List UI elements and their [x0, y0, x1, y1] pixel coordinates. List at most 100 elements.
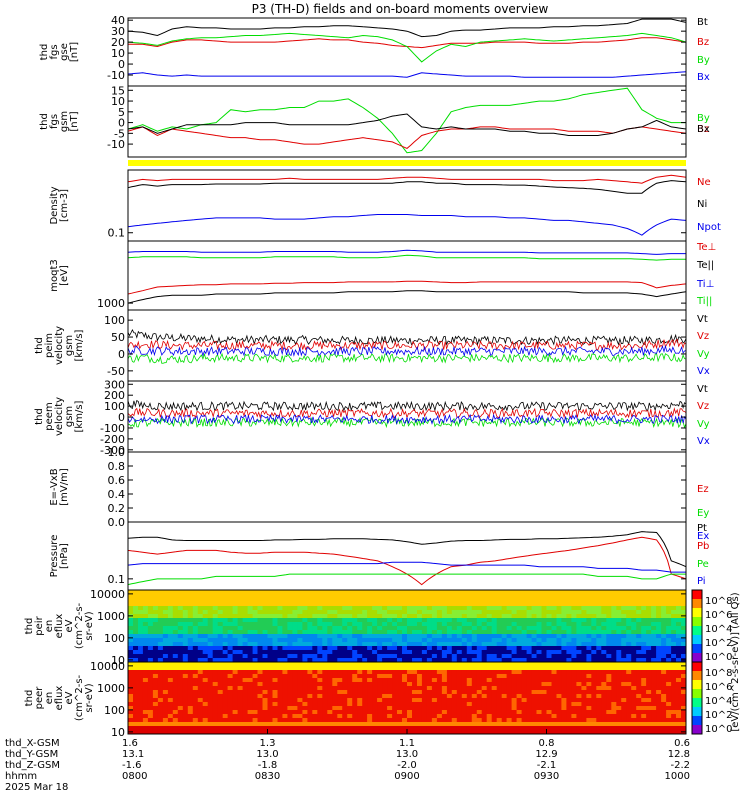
ylabel-line: [nPa]: [59, 543, 70, 569]
series-fgs_gsm-Bx: [127, 113, 687, 136]
legend-peem_velocity-Vz: Vz: [697, 401, 709, 412]
ylabel-line: gse: [59, 43, 70, 61]
figure-title: P3 (TH-D) fields and on-board moments ov…: [252, 2, 549, 16]
xaxis-row-label: 2025 Mar 18: [5, 782, 68, 793]
ylabel-fgs_gse: thd fgs gse [nT]: [39, 42, 80, 62]
legend-density-Ne: Ne: [697, 177, 711, 188]
legend-efield-Ex: Ex: [697, 531, 709, 542]
ytick-label: 10000: [90, 660, 125, 673]
ytick-label: 5: [118, 106, 125, 119]
legend-fgs_gse-By: By: [697, 55, 710, 66]
xaxis-value: 0930: [534, 771, 559, 782]
series-peem_velocity-Vz: [127, 407, 687, 419]
frame-fgs_gsm: [127, 85, 687, 158]
ylabel-line: sr-eV): [84, 683, 95, 712]
ylabel-line: eV: [64, 619, 75, 632]
colorbar-tick: 10^8: [705, 668, 732, 679]
series-peim_velocity-Vy: [127, 352, 687, 364]
series-temperature-Ti||: [127, 254, 686, 261]
colorbar-tick: 10^4: [705, 624, 732, 635]
ylabel-line: [nT]: [69, 111, 80, 131]
series-peem_velocity-Vt: [127, 399, 687, 412]
ytick-label: 0.4: [108, 488, 126, 501]
ylabel-line: [mV/m]: [59, 468, 70, 506]
ytick-label: 0.1: [108, 573, 126, 586]
ytick-label: 0: [118, 58, 125, 71]
frame-temperature: [127, 240, 687, 311]
ytick-label: -5: [114, 127, 125, 140]
panel-temperature: 1000 moqt3 [eV] Te⊥ Te|| Ti⊥ Ti||: [49, 240, 716, 311]
ytick-label: 10: [111, 654, 125, 667]
xaxis-value: 12.8: [668, 749, 690, 760]
panel-peer_spec: 10000 1000 100 10 thd peer en eflux eV (cm^2-s-sr…: [24, 660, 687, 739]
legend-temperature-Te||: Te||: [696, 260, 714, 271]
ytick-label: 50: [111, 331, 125, 344]
ylabel-line: velocity: [54, 326, 65, 365]
ytick-label: 10: [111, 47, 125, 60]
series-density-Npot: [127, 214, 687, 236]
series-pressure-Pt: [127, 531, 687, 568]
ytick-label: 1000: [97, 682, 125, 695]
ytick-label: 1000: [97, 610, 125, 623]
frame-pressure: [127, 521, 687, 591]
legend-peim_velocity-Vz: Vz: [697, 331, 709, 342]
legend-fgs_gsm-Bz: Bz: [697, 124, 709, 135]
ylabel-line: gsm: [64, 406, 75, 427]
ylabel-efield: E=-VxB [mV/m]: [49, 468, 70, 506]
series-temperature-Te⊥: [127, 280, 687, 295]
colorbar-tick: 10^0: [705, 724, 732, 735]
series-temperature-Ti⊥: [127, 249, 686, 255]
ylabel-line: fgs: [49, 44, 60, 59]
ylabel-line: [km/s]: [74, 400, 85, 432]
legend-temperature-Ti||: Ti||: [696, 296, 712, 307]
ylabel-line: en: [44, 620, 55, 633]
legend-pressure-Pe: Pe: [697, 559, 709, 570]
ylabel-line: peem: [44, 402, 55, 430]
ylabel-line: (cm^2-s-: [74, 674, 85, 721]
series-fgs_gsm-Bz: [127, 126, 687, 149]
xaxis-value: 1.6: [122, 738, 138, 749]
xaxis-value: 13.1: [122, 749, 144, 760]
ytick-label: 10: [111, 95, 125, 108]
ylabel-line: gsm: [59, 111, 70, 132]
ytick-label: 100: [104, 400, 125, 413]
legend-temperature-Ti⊥: Ti⊥: [696, 279, 714, 290]
ylabel-peim_velocity: thd peim velocity gsm [km/s]: [34, 326, 85, 365]
series-density-Ne: [127, 174, 687, 184]
ytick-label: -10: [107, 69, 125, 82]
panel-efield: 1.00.80.60.40.20.0 E=-VxB [mV/m] Ez Ey Ex: [49, 446, 709, 542]
ylabel-line: eflux: [54, 686, 65, 711]
legend-fgs_gsm-By: By: [697, 113, 710, 124]
series-fgs_gsm-By: [127, 87, 686, 154]
ylabel-pressure: Pressure [nPa]: [49, 535, 70, 578]
legend-temperature-Te⊥: Te⊥: [696, 242, 716, 253]
ylabel-line: gsm: [64, 335, 75, 356]
ylabel-line: peir: [34, 615, 45, 635]
colorbar-tick: 10^0: [705, 652, 732, 663]
series-density-Ni: [127, 180, 687, 194]
ylabel-line: peim: [44, 333, 55, 358]
ylabel-peer_spec: thd peer en eflux eV (cm^2-s-sr-eV): [24, 674, 95, 721]
xaxis-value: -2.2: [670, 760, 690, 771]
panel-peim_velocity: 100 50 0 -50 thd peim velocity gsm [km/s] Vt Vz Vy V…: [34, 309, 710, 382]
xaxis-value: 13.0: [396, 749, 418, 760]
legend-peim_velocity-Vy: Vy: [697, 349, 710, 360]
legend-peem_velocity-Vt: Vt: [697, 384, 708, 395]
legend-pressure-Pb: Pb: [697, 541, 709, 552]
ylabel-line: eflux: [54, 614, 65, 639]
ylabel-line: peer: [34, 686, 45, 710]
ylabel-line: thd: [24, 618, 35, 635]
legend-fgs_gse-Bt: Bt: [697, 17, 708, 28]
legend-pressure-Pi: Pi: [697, 576, 706, 587]
ytick-label: 300: [104, 378, 125, 391]
legend-pressure-Pt: Pt: [697, 523, 707, 534]
panel-peir_spec: 10000 1000 100 10 thd peir en eflux eV (cm^2-s-sr…: [24, 588, 687, 667]
legend-density-Ni: Ni: [697, 199, 707, 210]
series-temperature-Te||: [127, 290, 687, 304]
xaxis-value: 0.6: [674, 738, 690, 749]
ytick-label: 0: [118, 117, 125, 130]
series-peem_velocity-Vy: [127, 416, 687, 429]
series-peim_velocity-Vx: [127, 344, 687, 357]
